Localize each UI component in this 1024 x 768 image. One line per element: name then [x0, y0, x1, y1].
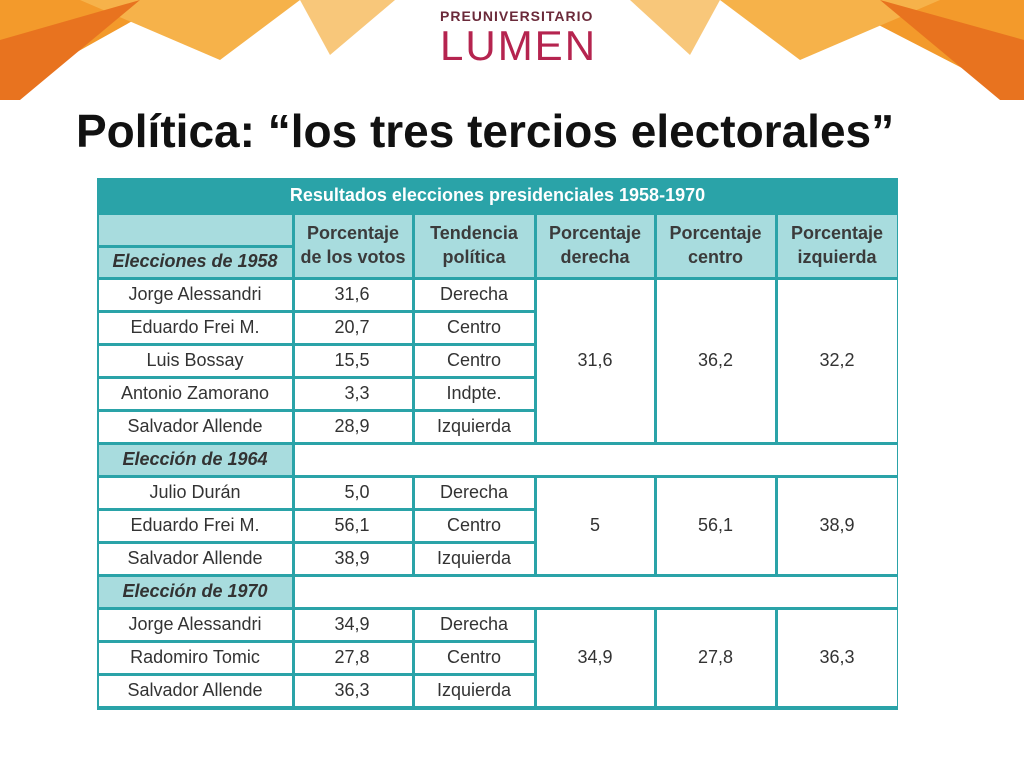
vote-percent: 31,6 [294, 279, 412, 310]
group-spacer [294, 444, 897, 475]
group-label: Elección de 1970 [98, 576, 292, 607]
header-line: Porcentaje [790, 223, 884, 244]
header-line: Porcentaje [548, 223, 642, 244]
bloc-percent: 32,2 [777, 279, 897, 442]
bloc-percent: 56,1 [656, 477, 775, 574]
vote-percent: 34,9 [294, 609, 412, 640]
vote-percent: 36,3 [294, 675, 412, 706]
tendency: Centro [414, 345, 534, 376]
vote-percent: 38,9 [294, 543, 412, 574]
table-caption: Resultados elecciones presidenciales 195… [289, 184, 706, 205]
column-header: Porcentaje centro [656, 214, 775, 277]
header-line: política [442, 246, 506, 267]
candidate: Eduardo Frei M. [98, 312, 292, 343]
tendency: Centro [414, 642, 534, 673]
candidate: Julio Durán [98, 477, 292, 508]
group-label: Elección de 1964 [98, 444, 292, 475]
tendency: Centro [414, 510, 534, 541]
bloc-percent: 38,9 [777, 477, 897, 574]
tendency: Indpte. [414, 378, 534, 409]
bloc-percent: 27,8 [656, 609, 775, 706]
candidate: Salvador Allende [98, 411, 292, 442]
candidate: Salvador Allende [98, 543, 292, 574]
column-header: Tendencia política [414, 214, 534, 277]
header-empty [98, 214, 292, 245]
header-line: Porcentaje [306, 223, 400, 244]
results-table: Resultados elecciones presidenciales 195… [97, 178, 898, 710]
candidate: Luis Bossay [98, 345, 292, 376]
decoration [0, 0, 1024, 100]
group-spacer [294, 576, 897, 607]
vote-percent: 20,7 [294, 312, 412, 343]
tendency: Derecha [414, 279, 534, 310]
tendency: Centro [414, 312, 534, 343]
logo-name: LUMEN [440, 22, 598, 69]
header-line: izquierda [797, 246, 877, 267]
vote-percent: 28,9 [294, 411, 412, 442]
bloc-percent: 5 [536, 477, 654, 574]
group-label: Elecciones de 1958 [98, 247, 292, 277]
header-line: de los votos [300, 246, 406, 267]
tendency: Derecha [414, 609, 534, 640]
vote-percent: 27,8 [294, 642, 412, 673]
bloc-percent: 36,3 [777, 609, 897, 706]
header-line: centro [687, 246, 743, 267]
tendency: Izquierda [414, 675, 534, 706]
bloc-percent: 31,6 [536, 279, 654, 442]
logo-top: PREUNIVERSITARIO [440, 8, 594, 24]
candidate: Salvador Allende [98, 675, 292, 706]
bloc-percent: 34,9 [536, 609, 654, 706]
column-header: Porcentaje izquierda [777, 214, 897, 277]
slide-title: Política: “los tres tercios electorales” [76, 105, 895, 157]
tendency: Izquierda [414, 543, 534, 574]
header-line: derecha [560, 246, 630, 267]
candidate: Antonio Zamorano [98, 378, 292, 409]
vote-percent: 15,5 [294, 345, 412, 376]
bloc-percent: 36,2 [656, 279, 775, 442]
header-line: Porcentaje [669, 223, 762, 244]
candidate: Jorge Alessandri [98, 609, 292, 640]
vote-percent: 56,1 [294, 510, 412, 541]
vote-percent: 3,3 [294, 378, 412, 409]
candidate: Radomiro Tomic [98, 642, 292, 673]
candidate: Jorge Alessandri [98, 279, 292, 310]
header-line: Tendencia [430, 223, 518, 244]
column-header: Porcentaje de los votos [294, 214, 412, 277]
vote-percent: 5,0 [294, 477, 412, 508]
candidate: Eduardo Frei M. [98, 510, 292, 541]
column-header: Porcentaje derecha [536, 214, 654, 277]
tendency: Izquierda [414, 411, 534, 442]
tendency: Derecha [414, 477, 534, 508]
